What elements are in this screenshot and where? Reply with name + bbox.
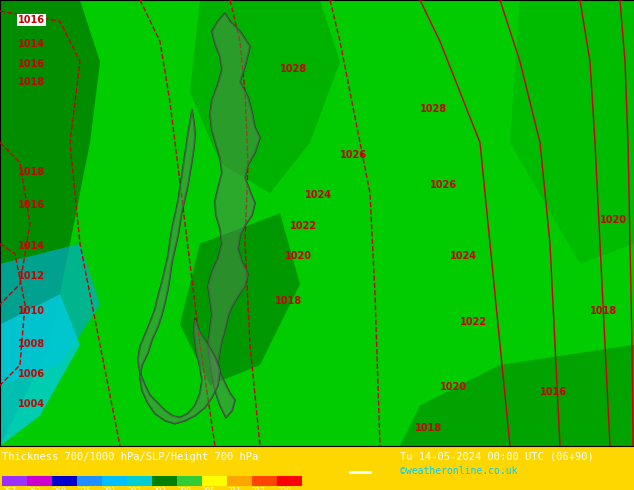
Text: Tu 14-05-2024 00:00 UTC (06+90): Tu 14-05-2024 00:00 UTC (06+90)	[400, 452, 594, 462]
Text: 317: 317	[252, 487, 266, 490]
Text: 1018: 1018	[590, 306, 617, 317]
Text: 1020: 1020	[285, 251, 312, 261]
Bar	[227, 476, 252, 486]
Text: 305: 305	[202, 487, 216, 490]
Text: Thickness 700/1000 hPa/SLP/Height 700 hPa: Thickness 700/1000 hPa/SLP/Height 700 hP…	[2, 452, 258, 462]
Text: 1018: 1018	[18, 167, 45, 177]
Text: 287: 287	[127, 487, 141, 490]
Text: 293: 293	[152, 487, 166, 490]
Polygon shape	[0, 244, 100, 385]
Polygon shape	[180, 213, 300, 385]
Text: 257: 257	[2, 487, 16, 490]
Text: 311: 311	[227, 487, 241, 490]
Text: 1016: 1016	[18, 59, 45, 69]
Text: 1016: 1016	[18, 200, 45, 210]
Bar	[202, 476, 227, 486]
Polygon shape	[400, 345, 634, 446]
Bar	[27, 476, 52, 486]
Bar	[127, 476, 152, 486]
Bar	[252, 476, 277, 486]
Text: 299: 299	[177, 487, 191, 490]
Text: 1022: 1022	[460, 317, 487, 326]
Text: 320: 320	[277, 487, 291, 490]
Text: 1022: 1022	[290, 220, 317, 230]
Text: 1020: 1020	[440, 382, 467, 392]
Polygon shape	[138, 110, 220, 424]
Text: 1018: 1018	[18, 77, 45, 87]
Text: 1018: 1018	[415, 423, 442, 433]
Text: 1010: 1010	[18, 306, 45, 317]
Text: 1008: 1008	[18, 339, 45, 349]
Text: 1024: 1024	[450, 251, 477, 261]
Text: 1024: 1024	[305, 190, 332, 200]
Polygon shape	[510, 0, 634, 264]
Text: 1014: 1014	[18, 39, 45, 49]
Polygon shape	[208, 13, 260, 417]
Polygon shape	[190, 0, 340, 193]
Text: 1028: 1028	[420, 104, 447, 114]
Text: 1018: 1018	[275, 296, 302, 306]
Polygon shape	[0, 294, 80, 446]
Bar	[77, 476, 102, 486]
Bar	[52, 476, 77, 486]
Bar	[177, 476, 202, 486]
Text: 1020: 1020	[600, 216, 627, 225]
Text: 281: 281	[102, 487, 116, 490]
Polygon shape	[0, 0, 100, 446]
Text: 1014: 1014	[18, 241, 45, 251]
Text: 1004: 1004	[18, 399, 45, 410]
Text: 275: 275	[77, 487, 91, 490]
Text: ©weatheronline.co.uk: ©weatheronline.co.uk	[400, 466, 517, 476]
Text: 263: 263	[27, 487, 41, 490]
Bar	[152, 476, 177, 486]
Bar	[2, 476, 27, 486]
Text: 1016: 1016	[18, 15, 45, 25]
Text: 1026: 1026	[430, 180, 457, 190]
Text: 1006: 1006	[18, 369, 45, 379]
Text: 1026: 1026	[340, 150, 367, 160]
Text: 1028: 1028	[280, 64, 307, 74]
Text: 269: 269	[52, 487, 66, 490]
Text: 1016: 1016	[540, 387, 567, 397]
Bar	[277, 476, 302, 486]
Bar	[102, 476, 127, 486]
Text: 1012: 1012	[18, 271, 45, 281]
